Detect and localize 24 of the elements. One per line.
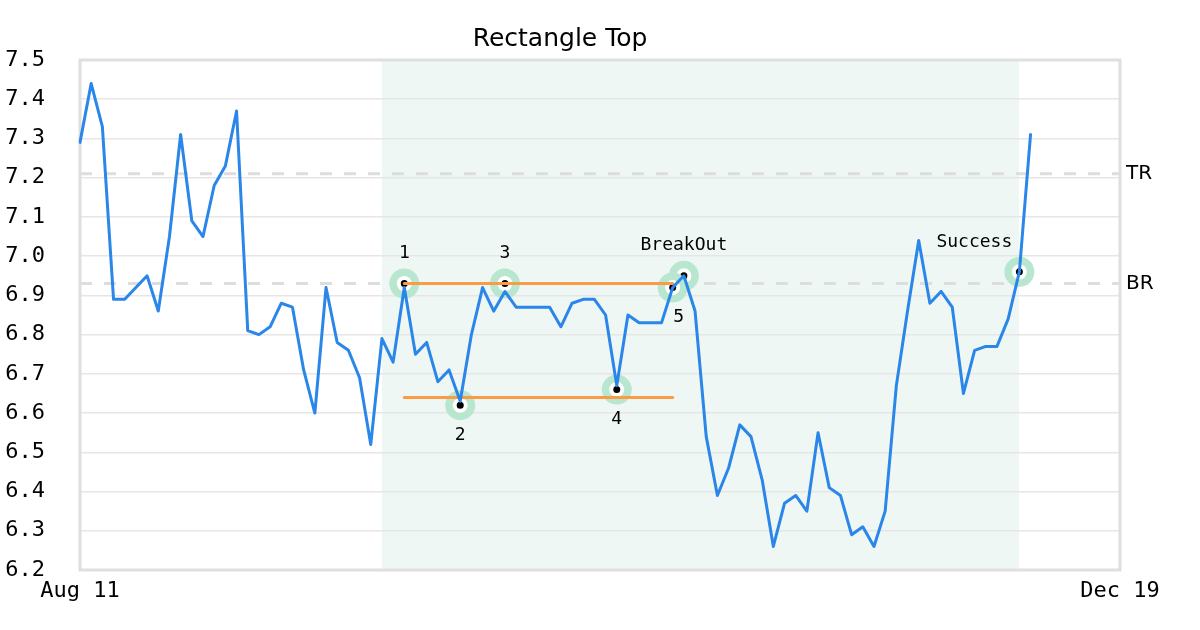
ref-line-label: TR (1125, 159, 1153, 184)
chart-title: Rectangle Top (472, 22, 648, 52)
series-label: 4 (611, 407, 623, 429)
series-label: Success (936, 229, 1013, 251)
y-tick-label: 6.9 (5, 281, 45, 307)
ref-line-label: BR (1126, 269, 1154, 294)
y-tick-label: 7.3 (5, 124, 45, 150)
y-tick-label: 6.4 (5, 477, 45, 503)
y-tick-label: 7.4 (5, 84, 45, 110)
y-tick-label: 6.5 (5, 438, 45, 464)
x-tick-label: Dec 19 (1080, 576, 1160, 602)
y-tick-label: 7.5 (5, 45, 45, 71)
y-tick-label: 6.6 (5, 398, 45, 424)
series-label: 1 (398, 241, 410, 263)
series-label: 2 (454, 422, 466, 444)
y-tick-label: 6.3 (5, 516, 45, 542)
series-label: 5 (673, 305, 685, 327)
y-tick-label: 7.2 (5, 163, 45, 189)
series-label: 3 (499, 241, 511, 263)
y-tick-label: 7.0 (5, 241, 45, 267)
y-tick-label: 6.7 (5, 359, 45, 385)
y-tick-label: 6.8 (5, 320, 45, 346)
series-label: BreakOut (640, 233, 728, 255)
y-tick-label: 7.1 (5, 202, 45, 228)
